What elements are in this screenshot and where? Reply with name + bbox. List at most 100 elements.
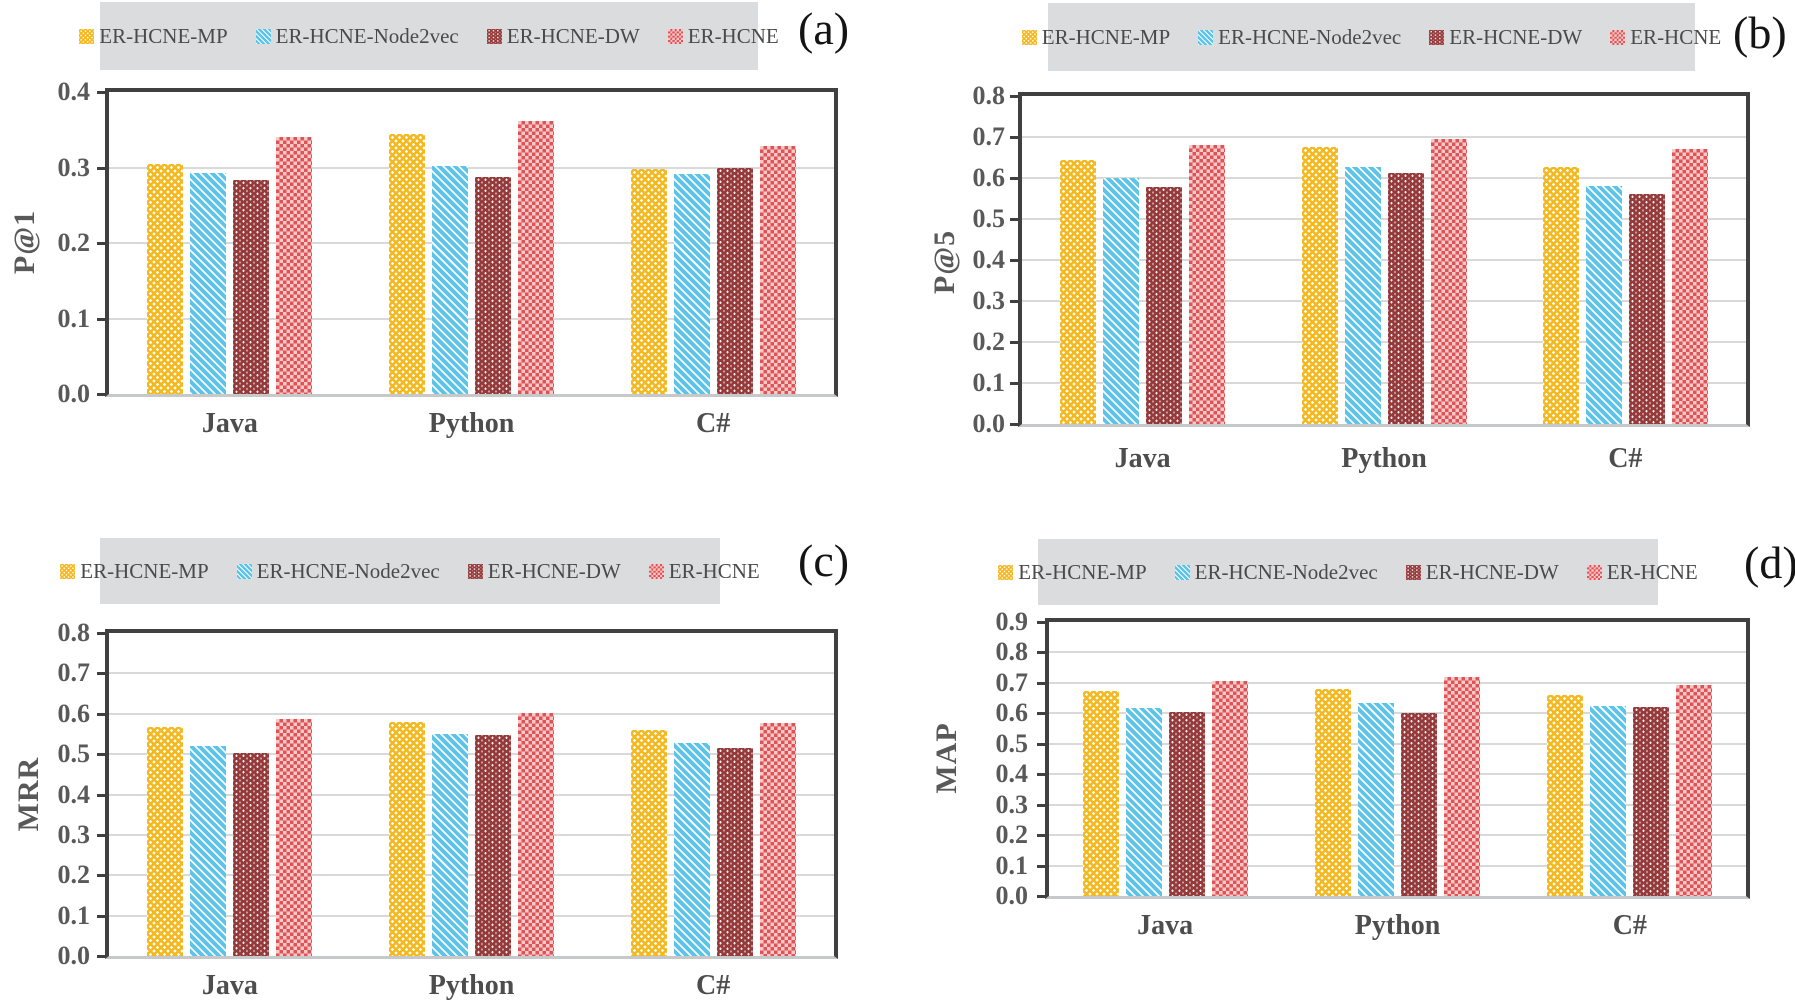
y-tick-mark (1010, 95, 1018, 98)
y-tick-label: 0.6 (972, 163, 1006, 192)
gridline (109, 753, 834, 756)
gridline (1049, 834, 1746, 837)
bar-c-er-hcne (1676, 685, 1713, 896)
y-tick-label: 0.6 (57, 698, 91, 728)
legend-swatch-icon (79, 28, 95, 44)
gridline (1049, 742, 1746, 745)
bar-c-er-hcne-mp (1542, 166, 1579, 424)
legend-swatch-icon (486, 28, 502, 44)
bar-java-er-hcne-dw (1146, 187, 1183, 424)
y-tick-label: 0.0 (995, 881, 1029, 910)
y-tick-mark (1037, 742, 1045, 746)
gridline (109, 672, 834, 675)
legend-item: ER-HCNE-Node2vec (1198, 25, 1401, 50)
gridline (109, 914, 834, 917)
legend-swatch-icon (648, 563, 664, 579)
plot-area-d (1045, 618, 1750, 899)
y-tick-label: 0.5 (995, 728, 1029, 758)
bar-python-er-hcne (518, 712, 554, 956)
bar-c-er-hcne-dw (716, 168, 753, 394)
legend-item-label: ER-HCNE-MP (99, 23, 228, 48)
legend-item: ER-HCNE-MP (1021, 25, 1170, 50)
legend-swatch-icon (1586, 564, 1602, 580)
bar-python-er-hcne-mp (389, 133, 425, 394)
gridline (1049, 712, 1746, 715)
bar-c-er-hcne (759, 723, 796, 956)
y-tick-mark (1037, 681, 1045, 685)
bar-python-er-hcne-node2vec (1358, 702, 1394, 896)
y-tick-mark (97, 753, 105, 757)
legend-swatch-icon (1610, 29, 1626, 45)
y-tick-mark (1010, 341, 1018, 344)
y-tick-mark (97, 833, 105, 837)
bar-c-er-hcne-node2vec (673, 742, 710, 956)
y-tick-mark (1037, 895, 1045, 898)
y-tick-label: 0.4 (57, 77, 91, 106)
bar-java-er-hcne-mp (1082, 691, 1119, 896)
y-tick-mark (97, 712, 105, 716)
legend-item: ER-HCNE-DW (486, 23, 640, 49)
bar-python-er-hcne (518, 120, 554, 394)
y-tick-label: 0.3 (57, 152, 91, 182)
y-tick-mark (1037, 773, 1045, 777)
gridline (109, 874, 834, 877)
gridline (1022, 259, 1746, 261)
panel-letter-c: (c) (798, 535, 850, 586)
bar-java-er-hcne-mp (147, 727, 184, 956)
gridline (1022, 136, 1746, 138)
y-tick-label: 0.8 (995, 637, 1029, 667)
y-tick-label: 0.2 (972, 327, 1006, 356)
legend-item-label: ER-HCNE (1630, 24, 1722, 49)
y-tick-label: 0.7 (972, 122, 1006, 151)
y-tick-label: 0.1 (972, 368, 1006, 397)
gridline (1022, 177, 1746, 179)
legend-swatch-icon (467, 563, 483, 579)
legend-item-label: ER-HCNE-DW (506, 23, 640, 48)
y-tick-mark (97, 914, 105, 918)
bar-java-er-hcne-dw (1168, 711, 1205, 896)
bar-c-er-hcne-dw (1633, 707, 1670, 896)
bar-python-er-hcne-node2vec (1344, 166, 1381, 424)
y-tick-label: 0.7 (995, 667, 1029, 697)
legend-item: ER-HCNE (667, 24, 779, 49)
y-tick-label: 0.0 (57, 941, 91, 970)
y-tick-mark (97, 632, 105, 635)
x-axis-label: Python (1341, 443, 1427, 474)
y-tick-label: 0.0 (57, 379, 91, 408)
gridline (1049, 651, 1746, 654)
legend-item: ER-HCNE-Node2vec (1174, 559, 1378, 585)
gridline (1049, 773, 1746, 776)
bar-c-er-hcne (1671, 148, 1708, 424)
legend-item: ER-HCNE-DW (1405, 560, 1559, 585)
y-tick-mark (97, 874, 105, 878)
legend-swatch-icon (255, 28, 271, 44)
bar-java-er-hcne-node2vec (1103, 177, 1140, 424)
gridline (1049, 803, 1746, 806)
legend-swatch-icon (236, 563, 252, 579)
legend-b: ER-HCNE-MP ER-HCNE-Node2vec ER-HCNE-DW ER-H… (1021, 3, 1721, 71)
y-tick-label: 0.7 (57, 658, 91, 688)
bar-c-er-hcne-dw (716, 748, 753, 956)
y-tick-label: 0.1 (57, 900, 91, 930)
bar-python-er-hcne-mp (1315, 688, 1351, 896)
y-tick-label: 0.3 (995, 789, 1029, 819)
plot-area-b (1018, 92, 1750, 427)
legend-item-label: ER-HCNE-Node2vec (1218, 24, 1402, 49)
legend-swatch-icon (1198, 29, 1214, 45)
legend-item-label: ER-HCNE (1606, 559, 1698, 584)
y-tick-label: 0.4 (57, 779, 91, 809)
legend-item: ER-HCNE-MP (60, 558, 209, 584)
bar-c-er-hcne-mp (1547, 695, 1584, 896)
legend-item: ER-HCNE-DW (1429, 25, 1582, 50)
bar-java-er-hcne (1211, 680, 1248, 896)
legend-swatch-icon (1021, 29, 1037, 45)
legend-item-label: ER-HCNE-Node2vec (1194, 559, 1378, 584)
legend-item: ER-HCNE-MP (998, 560, 1147, 585)
y-tick-label: 0.4 (972, 245, 1006, 274)
bar-python-er-hcne-mp (1301, 147, 1338, 424)
y-tick-mark (1037, 834, 1045, 838)
y-tick-mark (1010, 177, 1018, 180)
legend-item-label: ER-HCNE-MP (80, 558, 209, 583)
gridline (109, 317, 834, 320)
